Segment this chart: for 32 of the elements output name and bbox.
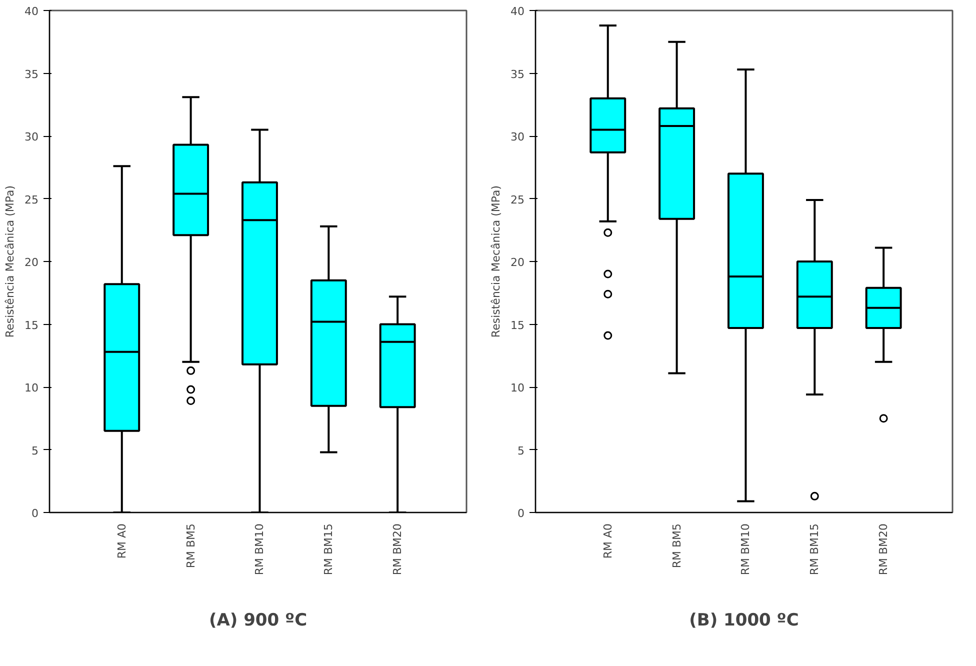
x-tick-label: RM BM20 <box>877 523 890 576</box>
y-tick-label: 10 <box>510 382 525 394</box>
x-tick-label: RM BM10 <box>253 523 266 576</box>
x-tick-label: RM BM15 <box>808 523 822 576</box>
x-tick-label: RM BM15 <box>322 523 336 576</box>
x-tick-label: RM BM10 <box>739 523 752 576</box>
y-tick-label: 30 <box>510 130 525 144</box>
y-tick-label: 25 <box>24 193 39 206</box>
x-tick-label: RM BM20 <box>391 523 404 576</box>
y-axis-title: Resistência Mecânica (MPa) <box>4 185 17 338</box>
x-tick-label: RM BM5 <box>670 523 684 568</box>
x-tick-label: RM A0 <box>601 524 614 559</box>
text: (B) 1000 ºC <box>689 610 799 630</box>
y-tick-label: 5 <box>518 444 524 458</box>
y-tick-label: 20 <box>24 256 39 269</box>
y-tick-label: 0 <box>32 507 38 520</box>
y-tick-label: 5 <box>32 444 38 458</box>
y-tick-label: 40 <box>24 5 39 18</box>
y-tick-label: 35 <box>24 68 39 81</box>
y-tick-label: 20 <box>510 256 525 269</box>
y-tick-label: 10 <box>24 382 39 394</box>
y-tick-label: 40 <box>510 5 525 18</box>
y-axis-title: Resistência Mecânica (MPa) <box>490 185 503 338</box>
y-tick-label: 0 <box>518 507 524 520</box>
x-tick-label: RM A0 <box>115 524 128 559</box>
y-tick-label: 25 <box>510 193 525 206</box>
y-tick-label: 30 <box>24 130 39 144</box>
x-tick-label: RM BM5 <box>184 523 198 568</box>
y-tick-label: 15 <box>510 318 525 332</box>
text: (A) 900 ºC <box>208 610 308 630</box>
y-tick-label: 35 <box>510 68 525 81</box>
y-tick-label: 15 <box>24 318 39 332</box>
